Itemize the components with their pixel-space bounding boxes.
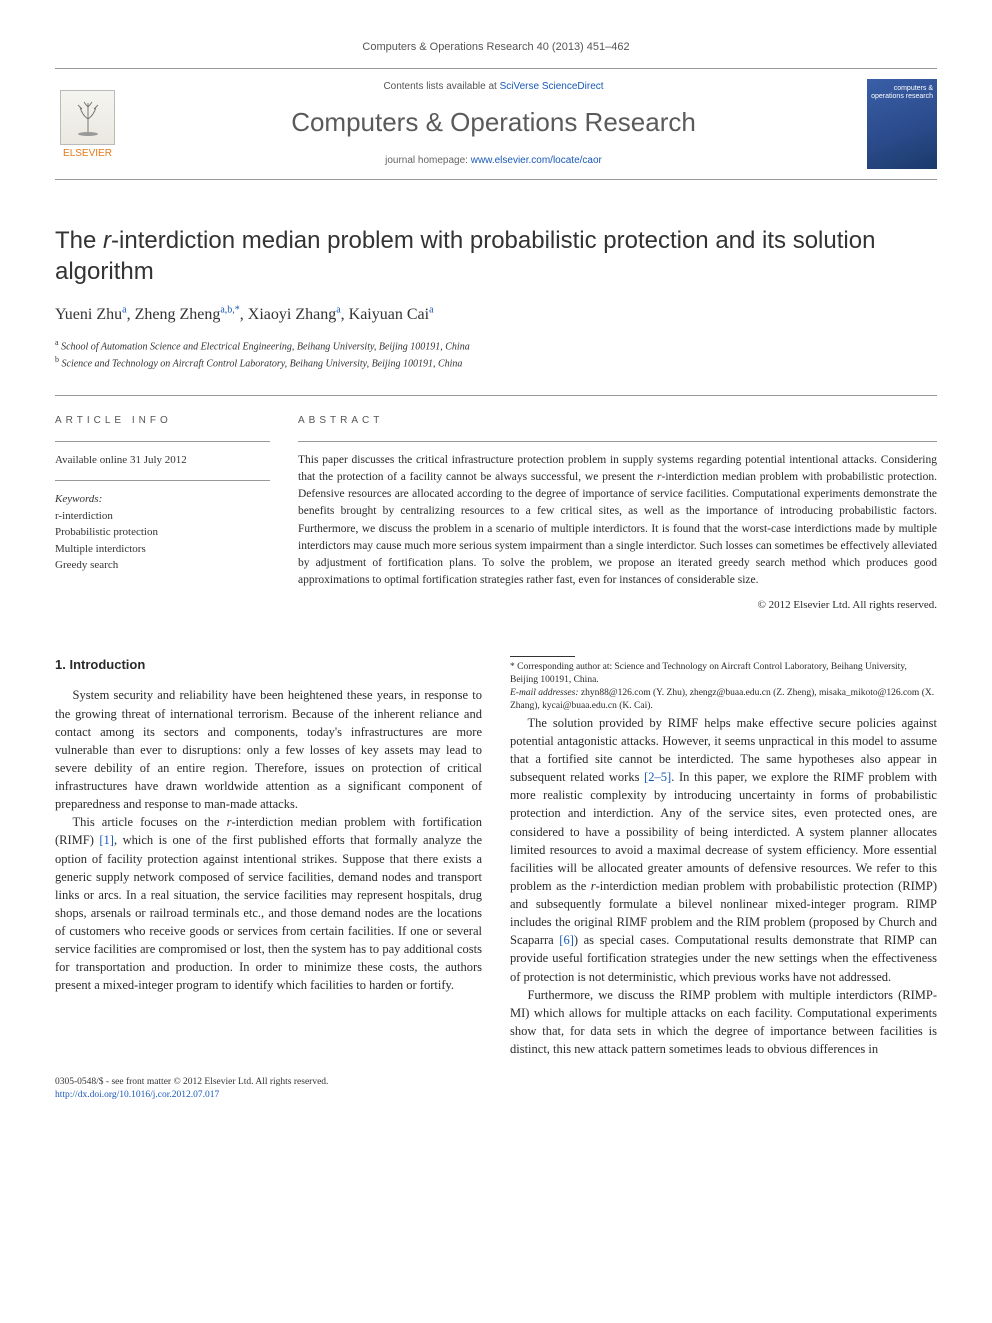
abstract-copyright: © 2012 Elsevier Ltd. All rights reserved… (298, 598, 937, 614)
author-2: Zheng Zheng (135, 306, 221, 323)
journal-cover-thumbnail: computers & operations research (867, 79, 937, 169)
affiliation-a: a School of Automation Science and Elect… (55, 337, 937, 354)
p2-pre: This article focuses on the (73, 815, 227, 829)
keyword-4: Greedy search (55, 557, 270, 574)
journal-reference: Computers & Operations Research 40 (2013… (55, 40, 937, 56)
homepage-line: journal homepage: www.elsevier.com/locat… (140, 154, 847, 169)
keywords-label: Keywords: (55, 491, 270, 508)
info-abstract-row: article info Available online 31 July 20… (55, 395, 937, 613)
page-root: Computers & Operations Research 40 (2013… (0, 0, 992, 1133)
abstract-heading: abstract (298, 414, 937, 429)
email-line: E-mail addresses: zhyn88@126.com (Y. Zhu… (510, 687, 937, 714)
cover-text: computers & operations research (871, 85, 933, 100)
available-online: Available online 31 July 2012 (55, 452, 270, 469)
author-4: Kaiyuan Cai (349, 306, 429, 323)
publisher-name: ELSEVIER (63, 147, 112, 162)
abstract-divider (298, 441, 937, 442)
info-divider-2 (55, 480, 270, 481)
aff-a-text: School of Automation Science and Electri… (61, 341, 470, 352)
article-title: The r-interdiction median problem with p… (55, 225, 937, 287)
doi-line: http://dx.doi.org/10.1016/j.cor.2012.07.… (55, 1089, 937, 1102)
tree-icon (68, 97, 108, 137)
affiliations: a School of Automation Science and Elect… (55, 337, 937, 372)
ref-6-link[interactable]: [6] (559, 933, 574, 947)
contents-line: Contents lists available at SciVerse Sci… (140, 80, 847, 95)
contents-prefix: Contents lists available at (383, 81, 499, 92)
page-footer: 0305-0548/$ - see front matter © 2012 El… (55, 1076, 937, 1103)
email-label: E-mail addresses: (510, 688, 579, 698)
masthead-center: Contents lists available at SciVerse Sci… (120, 80, 867, 169)
section-1-heading: 1. Introduction (55, 656, 482, 675)
keywords-block: Keywords: r-interdiction Probabilistic p… (55, 491, 270, 574)
title-ital: r (103, 227, 111, 254)
para-3: The solution provided by RIMF helps make… (510, 714, 937, 986)
title-pre: The (55, 227, 103, 254)
author-1: Yueni Zhu (55, 306, 122, 323)
affiliation-b: b Science and Technology on Aircraft Con… (55, 354, 937, 371)
keyword-2: Probabilistic protection (55, 524, 270, 541)
aff-b-text: Science and Technology on Aircraft Contr… (62, 358, 463, 369)
title-post: -interdiction median problem with probab… (55, 227, 875, 285)
footnote-separator (510, 656, 575, 657)
p3-mid1: . In this paper, we explore the RIMF pro… (510, 770, 937, 893)
doi-link[interactable]: http://dx.doi.org/10.1016/j.cor.2012.07.… (55, 1090, 219, 1100)
author-4-aff[interactable]: a (429, 305, 433, 316)
para-1: System security and reliability have bee… (55, 686, 482, 813)
corresponding-author: * Corresponding author at: Science and T… (510, 661, 937, 688)
p3-post: ) as special cases. Computational result… (510, 933, 937, 983)
author-3-aff[interactable]: a (336, 305, 340, 316)
abstract-text: This paper discusses the critical infras… (298, 452, 937, 590)
para-2: This article focuses on the r-interdicti… (55, 813, 482, 994)
info-divider-1 (55, 441, 270, 442)
elsevier-logo: ELSEVIER (55, 86, 120, 161)
author-1-aff[interactable]: a (122, 305, 126, 316)
sciencedirect-link[interactable]: SciVerse ScienceDirect (500, 81, 604, 92)
keyword-3: Multiple interdictors (55, 541, 270, 558)
homepage-prefix: journal homepage: (385, 155, 471, 166)
aff-a-sup: a (55, 338, 59, 347)
author-2-aff[interactable]: a,b,* (220, 305, 239, 316)
body-text: 1. Introduction System security and reli… (55, 656, 937, 1059)
abstract-post: -interdiction median problem with probab… (298, 471, 937, 587)
issn-line: 0305-0548/$ - see front matter © 2012 El… (55, 1076, 937, 1089)
elsevier-tree-icon (60, 90, 115, 145)
ref-2-5-link[interactable]: [2–5] (644, 770, 671, 784)
p1-text: System security and reliability have bee… (55, 688, 482, 811)
para-4: Furthermore, we discuss the RIMP problem… (510, 986, 937, 1059)
author-3: Xiaoyi Zhang (248, 306, 336, 323)
journal-title: Computers & Operations Research (140, 104, 847, 142)
keyword-1: r-interdiction (55, 508, 270, 525)
masthead: ELSEVIER Contents lists available at Sci… (55, 68, 937, 180)
aff-b-sup: b (55, 355, 59, 364)
abstract: abstract This paper discusses the critic… (298, 414, 937, 613)
article-info: article info Available online 31 July 20… (55, 414, 270, 613)
homepage-link[interactable]: www.elsevier.com/locate/caor (471, 155, 602, 166)
author-list: Yueni Zhua, Zheng Zhenga,b,*, Xiaoyi Zha… (55, 303, 937, 326)
ref-1-link[interactable]: [1] (99, 833, 114, 847)
p2-post: , which is one of the first published ef… (55, 833, 482, 992)
footnotes: * Corresponding author at: Science and T… (510, 661, 937, 714)
info-heading: article info (55, 414, 270, 429)
footnote-block: * Corresponding author at: Science and T… (510, 656, 937, 714)
